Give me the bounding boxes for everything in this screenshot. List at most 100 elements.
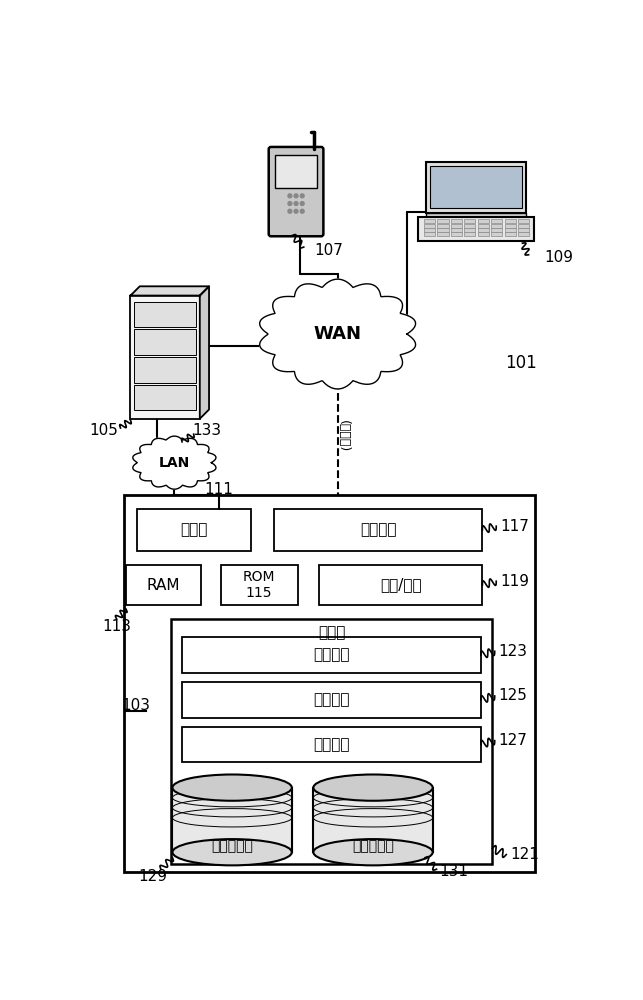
Ellipse shape [172, 774, 292, 801]
Circle shape [288, 209, 292, 213]
Ellipse shape [313, 839, 433, 865]
Polygon shape [260, 279, 415, 389]
Bar [505, 224, 516, 228]
Bar [464, 224, 475, 228]
Text: (任选的): (任选的) [338, 420, 350, 452]
FancyBboxPatch shape [269, 147, 323, 236]
Bar [170, 619, 493, 864]
Text: 111: 111 [204, 482, 233, 497]
Bar [451, 232, 462, 236]
Circle shape [300, 209, 304, 213]
Text: WAN: WAN [314, 325, 361, 343]
Text: 操作系统: 操作系统 [313, 648, 350, 663]
Ellipse shape [172, 839, 292, 865]
Text: 105: 105 [89, 423, 118, 438]
Circle shape [300, 202, 304, 205]
Polygon shape [133, 436, 216, 489]
Text: 113: 113 [102, 619, 131, 634]
Bar [518, 224, 529, 228]
Text: 处理器: 处理器 [181, 523, 208, 538]
Bar [319, 565, 482, 605]
Bar [518, 228, 529, 232]
Polygon shape [172, 788, 292, 852]
Bar [491, 219, 502, 223]
Text: ROM
115: ROM 115 [243, 570, 275, 600]
Bar [451, 219, 462, 223]
Text: 129: 129 [138, 869, 167, 884]
Text: 103: 103 [122, 698, 150, 713]
Text: 第二数据库: 第二数据库 [352, 839, 394, 853]
Bar [131, 296, 200, 419]
Circle shape [294, 209, 298, 213]
Text: 109: 109 [544, 250, 573, 265]
Bar [426, 213, 526, 217]
Bar [464, 232, 475, 236]
Text: 117: 117 [500, 519, 529, 534]
Bar [426, 162, 526, 213]
Text: 121: 121 [511, 847, 539, 862]
Bar [138, 509, 251, 551]
Bar [437, 219, 449, 223]
Bar [505, 228, 516, 232]
Bar [182, 682, 481, 718]
Text: 119: 119 [500, 574, 529, 589]
Bar [464, 228, 475, 232]
Circle shape [294, 194, 298, 198]
Text: 输入/输出: 输入/输出 [380, 578, 422, 593]
Bar [221, 565, 298, 605]
Bar [182, 637, 481, 673]
Bar [491, 224, 502, 228]
Ellipse shape [313, 774, 433, 801]
Bar [478, 219, 489, 223]
Bar [134, 357, 196, 383]
Text: 第一数据库: 第一数据库 [211, 839, 253, 853]
Text: 123: 123 [499, 644, 528, 659]
Text: 127: 127 [499, 733, 528, 748]
Bar [430, 166, 522, 208]
Bar [451, 228, 462, 232]
Bar [518, 232, 529, 236]
Text: 控制逻辑: 控制逻辑 [313, 692, 350, 707]
Polygon shape [313, 788, 433, 852]
Polygon shape [131, 286, 209, 296]
Circle shape [294, 202, 298, 205]
Bar [126, 565, 201, 605]
Bar [491, 228, 502, 232]
Bar [437, 224, 449, 228]
Circle shape [300, 194, 304, 198]
Bar [424, 228, 435, 232]
Bar [478, 228, 489, 232]
Bar [419, 217, 534, 241]
Bar [478, 224, 489, 228]
Bar [134, 385, 196, 410]
Bar [275, 155, 317, 188]
Text: 125: 125 [499, 688, 528, 703]
Bar [182, 727, 481, 762]
Bar [437, 232, 449, 236]
Text: RAM: RAM [147, 578, 180, 593]
Bar [424, 224, 435, 228]
Circle shape [288, 194, 292, 198]
Bar [505, 219, 516, 223]
Text: 网络接口: 网络接口 [360, 523, 397, 538]
Bar [464, 219, 475, 223]
Polygon shape [200, 286, 209, 419]
Text: 131: 131 [440, 864, 469, 879]
Bar [505, 232, 516, 236]
Bar [437, 228, 449, 232]
Text: 其他应用: 其他应用 [313, 737, 350, 752]
Bar [134, 302, 196, 327]
Text: 101: 101 [505, 354, 537, 372]
Bar [134, 329, 196, 355]
Bar [424, 232, 435, 236]
Text: 133: 133 [192, 423, 221, 438]
Text: 107: 107 [314, 243, 343, 258]
Text: LAN: LAN [159, 456, 190, 470]
Bar [491, 232, 502, 236]
Bar [518, 219, 529, 223]
Circle shape [288, 202, 292, 205]
Bar [424, 219, 435, 223]
Bar [124, 495, 535, 872]
Bar [478, 232, 489, 236]
Bar [451, 224, 462, 228]
